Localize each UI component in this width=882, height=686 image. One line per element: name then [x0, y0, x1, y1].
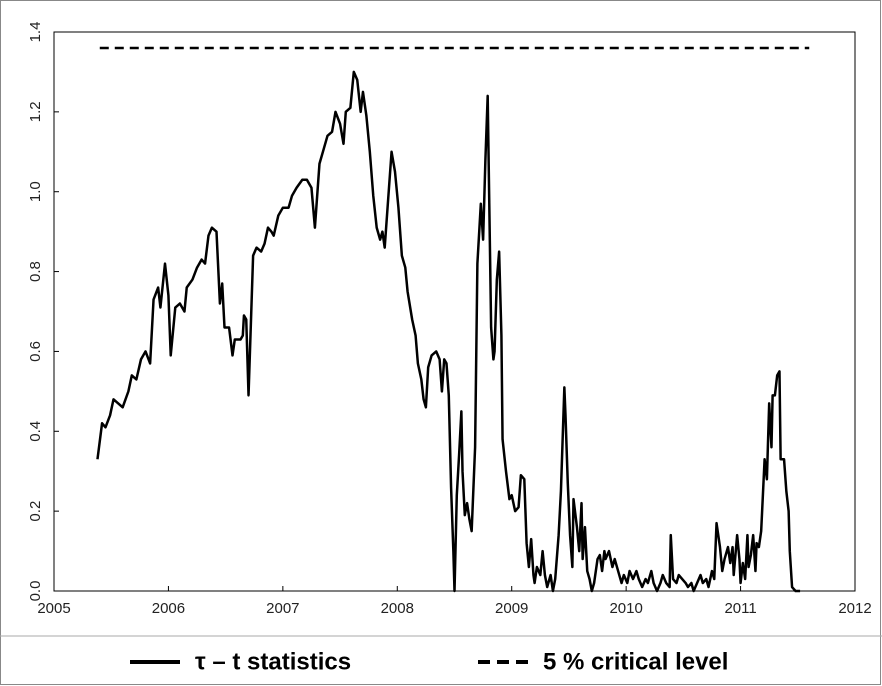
x-tick-label: 2006: [152, 600, 185, 617]
x-tick-label: 2010: [609, 600, 642, 617]
y-tick-label: 0.0: [27, 581, 44, 602]
x-tick-label: 2008: [381, 600, 414, 617]
x-tick-label: 2007: [266, 600, 299, 617]
y-tick-label: 1.4: [27, 22, 44, 43]
y-tick-label: 0.6: [27, 341, 44, 362]
series-line: [96, 70, 801, 593]
y-tick-label: 0.2: [27, 501, 44, 522]
legend-text: 5 % critical level: [543, 648, 728, 675]
y-tick-label: 0.8: [27, 261, 44, 282]
y-tick-label: 0.4: [27, 421, 44, 442]
y-tick-label: 1.2: [27, 101, 44, 122]
y-tick-label: 1.0: [27, 181, 44, 202]
x-tick-label: 2005: [37, 600, 70, 617]
x-tick-label: 2011: [724, 600, 756, 617]
x-tick-label: 2009: [495, 600, 528, 617]
x-tick-label: 2012: [838, 600, 871, 617]
legend-text: τ – t statistics: [195, 648, 351, 675]
